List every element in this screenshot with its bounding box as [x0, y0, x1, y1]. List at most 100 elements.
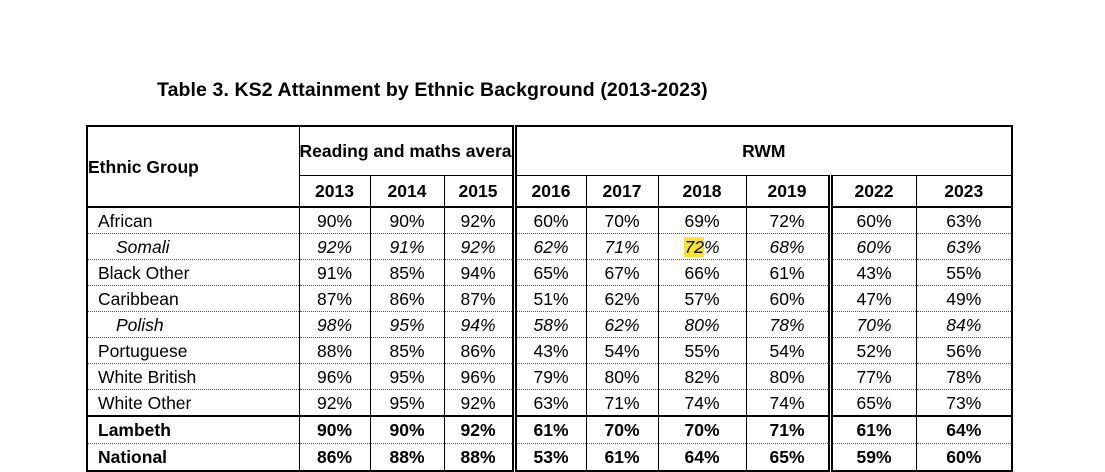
year-header-2016: 2016: [511, 175, 587, 208]
cell-2018: 57%: [657, 285, 747, 312]
cell-2015: 87%: [443, 285, 515, 312]
table-row: Lambeth 90% 90% 92% 61% 70% 70% 71% 61% 64%: [86, 415, 1014, 444]
cell-2016: 53%: [511, 443, 587, 472]
cell-2014: 90%: [369, 207, 445, 234]
row-label: Caribbean: [86, 285, 300, 312]
cell-2013: 90%: [298, 415, 371, 444]
highlight-mark: 72: [684, 236, 704, 257]
cell-2017: 67%: [585, 259, 659, 286]
cell-2018: 69%: [657, 207, 747, 234]
cell-2017: 62%: [585, 311, 659, 338]
cell-2022: 77%: [827, 363, 917, 390]
cell-2019: 68%: [745, 233, 831, 260]
attainment-table: Ethnic Group Reading and maths average R…: [86, 125, 1014, 472]
year-header-2019: 2019: [745, 175, 831, 208]
row-label: Lambeth: [86, 415, 300, 444]
table-row: African 90% 90% 92% 60% 70% 69% 72% 60% 63%: [86, 207, 1014, 234]
rwm-group-header: RWM: [511, 125, 1014, 176]
cell-2018: 64%: [657, 443, 747, 472]
cell-2013: 92%: [298, 389, 371, 417]
cell-2022: 61%: [827, 415, 917, 444]
cell-2013: 96%: [298, 363, 371, 390]
cell-2019: 60%: [745, 285, 831, 312]
year-header-2015: 2015: [443, 175, 515, 208]
cell-2013: 98%: [298, 311, 371, 338]
cell-2013: 91%: [298, 259, 371, 286]
year-header-2022: 2022: [827, 175, 917, 208]
cell-2014: 85%: [369, 259, 445, 286]
cell-2019: 80%: [745, 363, 831, 390]
cell-2015: 94%: [443, 311, 515, 338]
cell-2022: 65%: [827, 389, 917, 417]
table-row: Black Other 91% 85% 94% 65% 67% 66% 61% 43% 55%: [86, 259, 1014, 286]
cell-2022: 60%: [827, 207, 917, 234]
cell-2019: 65%: [745, 443, 831, 472]
row-label: African: [86, 207, 300, 234]
row-label: White Other: [86, 389, 300, 417]
table-row: Caribbean 87% 86% 87% 51% 62% 57% 60% 47% 49%: [86, 285, 1014, 312]
cell-2017: 71%: [585, 389, 659, 417]
cell-2014: 90%: [369, 415, 445, 444]
cell-2014: 88%: [369, 443, 445, 472]
row-label: National: [86, 443, 300, 472]
cell-2018: 80%: [657, 311, 747, 338]
cell-2015: 88%: [443, 443, 515, 472]
cell-2016: 63%: [511, 389, 587, 417]
ethnic-group-header: Ethnic Group: [86, 125, 300, 208]
cell-2017: 54%: [585, 337, 659, 364]
cell-2023: 78%: [915, 363, 1014, 390]
row-label: Black Other: [86, 259, 300, 286]
cell-2019: 78%: [745, 311, 831, 338]
cell-2023: 63%: [915, 233, 1014, 260]
cell-2023: 63%: [915, 207, 1014, 234]
cell-2016: 58%: [511, 311, 587, 338]
year-header-2013: 2013: [298, 175, 371, 208]
cell-2016: 43%: [511, 337, 587, 364]
cell-2018: 66%: [657, 259, 747, 286]
cell-2023: 55%: [915, 259, 1014, 286]
year-header-2023: 2023: [915, 175, 1014, 208]
reading-maths-group-header: Reading and maths average: [298, 125, 515, 176]
row-label: White British: [86, 363, 300, 390]
cell-2016: 79%: [511, 363, 587, 390]
cell-2015: 92%: [443, 415, 515, 444]
cell-2023: 49%: [915, 285, 1014, 312]
row-label: Somali: [86, 233, 300, 260]
cell-2013: 87%: [298, 285, 371, 312]
year-header-2014: 2014: [369, 175, 445, 208]
cell-2013: 90%: [298, 207, 371, 234]
cell-2016: 61%: [511, 415, 587, 444]
cell-2015: 94%: [443, 259, 515, 286]
cell-2015: 92%: [443, 207, 515, 234]
cell-2014: 85%: [369, 337, 445, 364]
cell-2014: 91%: [369, 233, 445, 260]
cell-2022: 60%: [827, 233, 917, 260]
cell-2017: 62%: [585, 285, 659, 312]
cell-2022: 70%: [827, 311, 917, 338]
cell-2015: 92%: [443, 233, 515, 260]
cell-2015: 86%: [443, 337, 515, 364]
cell-2016: 62%: [511, 233, 587, 260]
year-header-2017: 2017: [585, 175, 659, 208]
cell-2017: 61%: [585, 443, 659, 472]
cell-2023: 73%: [915, 389, 1014, 417]
row-label: Portuguese: [86, 337, 300, 364]
table-row: White British 96% 95% 96% 79% 80% 82% 80% 77% 78%: [86, 363, 1014, 390]
cell-2017: 80%: [585, 363, 659, 390]
cell-2022: 43%: [827, 259, 917, 286]
cell-2022: 47%: [827, 285, 917, 312]
cell-2014: 95%: [369, 363, 445, 390]
cell-2014: 95%: [369, 389, 445, 417]
cell-2023: 84%: [915, 311, 1014, 338]
cell-2023: 64%: [915, 415, 1014, 444]
cell-2014: 95%: [369, 311, 445, 338]
row-label: Polish: [86, 311, 300, 338]
cell-2018: 72%: [657, 233, 747, 260]
cell-2016: 65%: [511, 259, 587, 286]
cell-2018: 74%: [657, 389, 747, 417]
table-row: National 86% 88% 88% 53% 61% 64% 65% 59% 60%: [86, 443, 1014, 472]
cell-2019: 54%: [745, 337, 831, 364]
table-row: Somali 92% 91% 92% 62% 71% 72% 68% 60% 63%: [86, 233, 1014, 260]
year-header-2018: 2018: [657, 175, 747, 208]
cell-2017: 70%: [585, 415, 659, 444]
